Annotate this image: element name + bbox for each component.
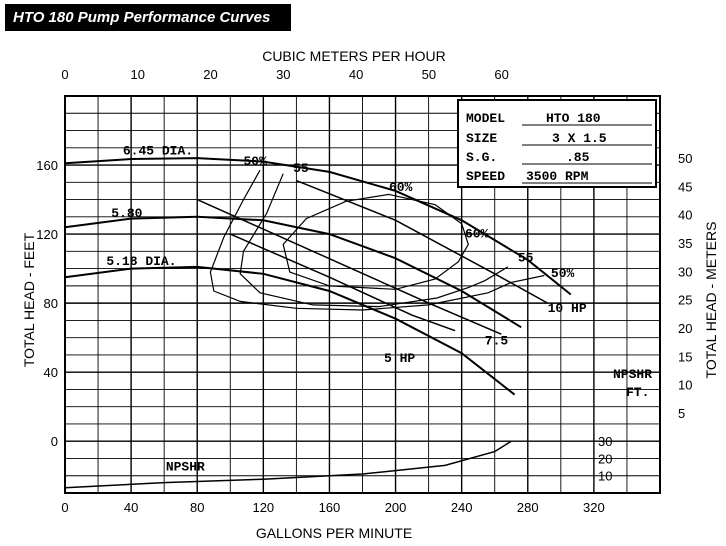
x-tick-label: 160 (319, 500, 341, 515)
curve-label: 5 HP (384, 351, 415, 366)
curve-labels: 6.45 DIA. 5.80 5.18 DIA. 50% 55 60% 10 HP 7.5 5 … (106, 144, 586, 475)
x2-tick-label: 30 (276, 67, 290, 82)
y2-axis-title: TOTAL HEAD - METERS (703, 222, 719, 379)
x-tick-label: 240 (451, 500, 473, 515)
npshr-axis-title: NPSHR (613, 367, 652, 382)
info-box: MODEL HTO 180 SIZE 3 X 1.5 S.G. .85 SPEE… (457, 99, 657, 188)
chart-title: HTO 180 Pump Performance Curves (5, 4, 291, 31)
info-size-value: 3 X 1.5 (552, 131, 607, 146)
npshr-axis-unit: FT. (626, 385, 649, 400)
curve-label: 5.18 DIA. (106, 254, 176, 269)
curve-label: 10 HP (548, 301, 587, 316)
curve-60 (282, 193, 469, 290)
x-tick-label: 320 (583, 500, 605, 515)
curve-label: 7.5 (485, 334, 509, 349)
info-model-value: HTO 180 (546, 111, 601, 126)
curve-npshr (64, 440, 512, 489)
y2-tick-label: 10 (678, 378, 692, 393)
npshr-tick-label: 10 (598, 469, 612, 484)
curve-5-80 (64, 215, 522, 329)
info-size-label: SIZE (466, 131, 497, 146)
curve-label: 50% (551, 266, 575, 281)
curve-label: 60% (389, 180, 413, 195)
y-tick-label: 160 (36, 158, 58, 173)
curve-label: 60% (465, 227, 489, 242)
curve-5-hp (230, 233, 456, 332)
curve-label: NPSHR (166, 460, 205, 475)
y2-tick-label: 50 (678, 151, 692, 166)
x2-tick-label: 50 (422, 67, 436, 82)
x2-tick-label: 40 (349, 67, 363, 82)
curve-label: 6.45 DIA. (123, 144, 193, 159)
y-tick-label: 80 (44, 296, 58, 311)
x-tick-label: 0 (61, 500, 68, 515)
curve-label: 55 (518, 251, 534, 266)
x-tick-label: 280 (517, 500, 539, 515)
curve-7-5 (196, 198, 502, 335)
npshr-tick-label: 20 (598, 451, 612, 466)
curve-6-45-dia (64, 157, 572, 296)
y2-tick-label: 45 (678, 179, 692, 194)
y2-tick-label: 40 (678, 208, 692, 223)
x2-tick-label: 60 (494, 67, 508, 82)
info-speed-label: SPEED (466, 169, 505, 184)
y2-tick-label: 5 (678, 406, 685, 421)
y2-tick-label: 30 (678, 264, 692, 279)
x2-tick-label: 20 (203, 67, 217, 82)
curve-label: 55 (293, 161, 309, 176)
y2-tick-label: 20 (678, 321, 692, 336)
y-axis-title: TOTAL HEAD - FEET (21, 232, 37, 367)
info-speed-value: 3500 RPM (526, 169, 589, 184)
curve-55 (239, 173, 509, 308)
x-tick-label: 40 (124, 500, 138, 515)
curve-50 (209, 169, 545, 311)
info-box-frame (457, 99, 657, 188)
y2-tick-label: 15 (678, 349, 692, 364)
plot-frame (64, 95, 661, 494)
info-sg-label: S.G. (466, 150, 497, 165)
info-sg-value: .85 (566, 150, 590, 165)
info-model-label: MODEL (466, 111, 505, 126)
curve-label: 5.80 (111, 206, 142, 221)
y-tick-label: 0 (51, 434, 58, 449)
curves (64, 157, 572, 489)
y2-tick-label: 35 (678, 236, 692, 251)
x-tick-label: 200 (385, 500, 407, 515)
y-tick-label: 40 (44, 365, 58, 380)
y2-tick-label: 25 (678, 293, 692, 308)
x-tick-label: 80 (190, 500, 204, 515)
x-tick-label: 120 (252, 500, 274, 515)
x2-tick-label: 0 (61, 67, 68, 82)
curve-label: 50% (244, 154, 268, 169)
y-tick-label: 120 (36, 227, 58, 242)
x-axis-title: GALLONS PER MINUTE (256, 525, 412, 541)
curve-5-18-dia (64, 265, 516, 396)
npshr-tick-label: 30 (598, 434, 612, 449)
axis-ticks: 0 40 80 120 160 200 240 280 320 0 10 20 30 40 50 60 0 40 8… (36, 67, 692, 515)
x2-axis-title: CUBIC METERS PER HOUR (262, 48, 446, 64)
curve-10-hp (296, 179, 548, 304)
x2-tick-label: 10 (131, 67, 145, 82)
